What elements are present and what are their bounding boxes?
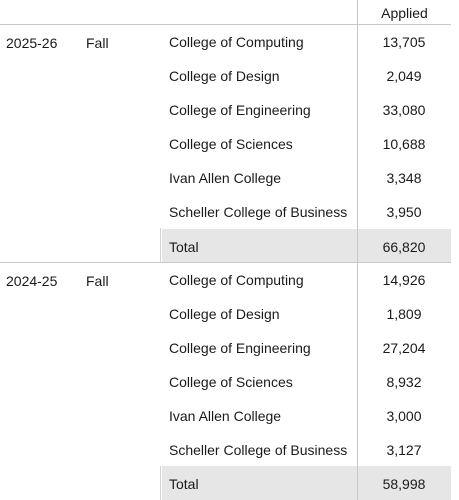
applied-value: 14,926 bbox=[382, 272, 426, 288]
applied-value: 27,204 bbox=[382, 340, 426, 356]
total-value: 58,998 bbox=[382, 476, 426, 492]
applied-value: 33,080 bbox=[382, 102, 426, 118]
applied-value: 13,705 bbox=[382, 34, 426, 50]
college-name: Scheller College of Business bbox=[169, 204, 348, 220]
table-row: Ivan Allen College 3,000 bbox=[162, 399, 451, 433]
table-row: Scheller College of Business 3,950 bbox=[162, 195, 451, 229]
row-header-term: Fall bbox=[86, 273, 109, 289]
table-row: College of Design 1,809 bbox=[162, 297, 451, 331]
cell-border bbox=[357, 93, 358, 127]
cell-border bbox=[357, 297, 358, 331]
cell-border bbox=[357, 331, 358, 365]
cell-border bbox=[357, 433, 358, 467]
applied-value: 3,348 bbox=[386, 170, 422, 186]
table-row: Scheller College of Business 3,127 bbox=[162, 433, 451, 467]
table-row: College of Design 2,049 bbox=[162, 59, 451, 93]
total-label: Total bbox=[169, 239, 199, 255]
group-separator bbox=[0, 262, 451, 263]
college-name: College of Computing bbox=[169, 34, 304, 50]
table-row: Ivan Allen College 3,348 bbox=[162, 161, 451, 195]
table-row: College of Computing 14,926 bbox=[162, 263, 451, 297]
cell-border bbox=[357, 399, 358, 433]
table-row: College of Engineering 33,080 bbox=[162, 93, 451, 127]
total-label: Total bbox=[169, 476, 199, 492]
applied-value: 3,000 bbox=[386, 408, 422, 424]
cell-border bbox=[357, 466, 358, 500]
applied-value: 10,688 bbox=[382, 136, 426, 152]
total-row: Total 66,820 bbox=[162, 229, 451, 263]
college-name: College of Design bbox=[169, 306, 280, 322]
cell-border bbox=[357, 229, 358, 263]
row-header-term: Fall bbox=[86, 35, 109, 51]
table-row: College of Engineering 27,204 bbox=[162, 331, 451, 365]
row-header-year: 2025-26 bbox=[6, 35, 58, 51]
header-divider bbox=[0, 24, 357, 25]
college-name: College of Computing bbox=[169, 272, 304, 288]
college-name: College of Design bbox=[169, 68, 280, 84]
table-row: College of Sciences 8,932 bbox=[162, 365, 451, 399]
total-value: 66,820 bbox=[382, 239, 426, 255]
applied-value: 8,932 bbox=[386, 374, 422, 390]
column-header-applied[interactable]: Applied bbox=[357, 0, 451, 25]
cell-border bbox=[357, 59, 358, 93]
group-2025-26: 2025-26 Fall College of Computing 13,705… bbox=[0, 25, 459, 263]
cell-border bbox=[357, 25, 358, 59]
cell-border bbox=[357, 263, 358, 297]
cell-border bbox=[357, 365, 358, 399]
college-name: Ivan Allen College bbox=[169, 170, 282, 186]
table-row: College of Computing 13,705 bbox=[162, 25, 451, 59]
cell-border bbox=[357, 127, 358, 161]
applied-value: 3,950 bbox=[386, 204, 422, 220]
applied-value: 1,809 bbox=[386, 306, 422, 322]
table-header: Applied bbox=[0, 0, 459, 25]
college-name: College of Engineering bbox=[169, 340, 311, 356]
college-name: Scheller College of Business bbox=[169, 442, 348, 458]
cell-border bbox=[357, 195, 358, 229]
total-divider bbox=[160, 466, 161, 500]
applied-value: 2,049 bbox=[386, 68, 422, 84]
cell-border bbox=[357, 161, 358, 195]
college-name: College of Engineering bbox=[169, 102, 311, 118]
college-name: Ivan Allen College bbox=[169, 408, 282, 424]
college-name: College of Sciences bbox=[169, 136, 293, 152]
college-name: College of Sciences bbox=[169, 374, 293, 390]
total-row: Total 58,998 bbox=[162, 466, 451, 500]
group-2024-25: 2024-25 Fall College of Computing 14,926… bbox=[0, 263, 459, 500]
table-row: College of Sciences 10,688 bbox=[162, 127, 451, 161]
row-header-year: 2024-25 bbox=[6, 273, 58, 289]
applied-value: 3,127 bbox=[386, 442, 422, 458]
total-divider bbox=[160, 228, 161, 262]
